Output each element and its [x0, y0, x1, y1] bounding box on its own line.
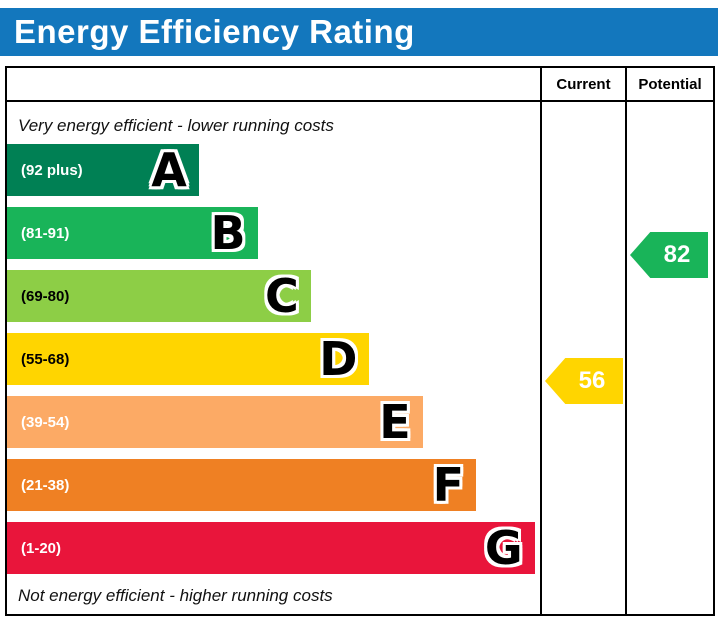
current-rating-arrow: 56	[545, 358, 623, 404]
column-header-potential: Potential	[625, 68, 713, 102]
band-letter: G	[484, 521, 523, 575]
bands: (92 plus) A (81-91) B (69-80) C (55-68) D (39-54…	[7, 144, 540, 574]
potential-rating-arrow: 82	[630, 232, 708, 278]
band-letter: E	[379, 395, 411, 449]
band-D: (55-68) D	[7, 332, 370, 386]
band-letter: F	[432, 458, 465, 512]
column-header-current: Current	[540, 68, 625, 102]
top-note: Very energy efficient - lower running co…	[18, 116, 334, 135]
band-letter: B	[210, 206, 246, 260]
chart-box: Current Potential Very energy efficient …	[5, 66, 715, 616]
band-range-label: (55-68)	[21, 350, 70, 368]
band-range-label: (1-20)	[21, 539, 62, 557]
band-range-label: (69-80)	[21, 287, 70, 305]
band-G: (1-20) G	[7, 522, 535, 574]
bottom-note: Not energy efficient - higher running co…	[18, 586, 333, 605]
band-letter: A	[151, 143, 187, 197]
current-rating-value: 56	[578, 367, 606, 394]
band-F: (21-38) F	[7, 458, 477, 512]
header-spacer	[7, 68, 540, 102]
band-letter: C	[265, 269, 299, 323]
current-column: 56	[540, 102, 625, 614]
band-C: (69-80) C	[7, 270, 311, 322]
band-B: (81-91) B	[7, 207, 258, 259]
band-E: (39-54) E	[7, 396, 423, 448]
bands-region: Very energy efficient - lower running co…	[7, 102, 540, 614]
band-A: (92 plus) A	[7, 144, 199, 196]
band-range-label: (92 plus)	[21, 161, 83, 179]
potential-column: 82	[625, 102, 713, 614]
potential-rating-value: 82	[663, 241, 691, 268]
band-range-label: (39-54)	[21, 413, 70, 431]
band-letter: D	[319, 332, 358, 386]
chart-grid: Current Potential Very energy efficient …	[7, 68, 713, 614]
band-range-label: (81-91)	[21, 224, 70, 242]
page-title: Energy Efficiency Rating	[14, 13, 415, 50]
title-bar: Energy Efficiency Rating	[0, 8, 718, 56]
band-range-label: (21-38)	[21, 476, 70, 494]
